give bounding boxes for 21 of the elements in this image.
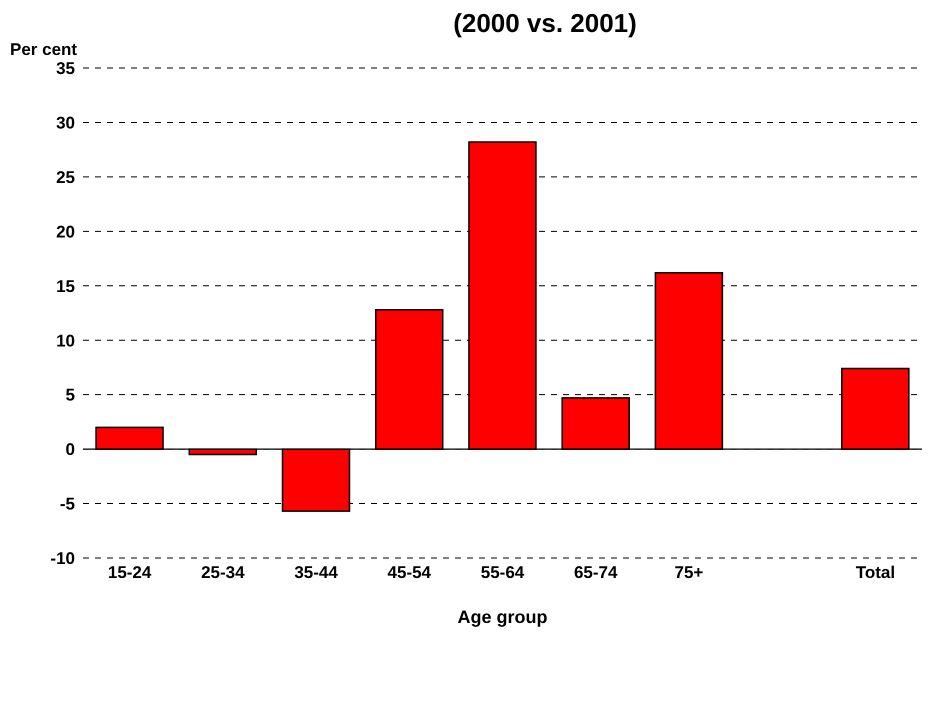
y-tick-label: 35 [56, 59, 75, 78]
y-tick-label: 30 [56, 113, 75, 132]
y-tick-label: 5 [66, 386, 75, 405]
x-tick-label: 45-54 [388, 563, 432, 582]
y-tick-label: 0 [66, 440, 75, 460]
y-tick-label: -10 [50, 549, 75, 568]
x-tick-label: 55-64 [480, 563, 525, 582]
x-tick-label: 65-74 [574, 563, 618, 582]
x-tick-label: 25-34 [201, 563, 246, 582]
x-axis-title: Age group [458, 607, 548, 627]
x-tick-label: 75+ [674, 563, 704, 582]
y-tick-label: 15 [56, 276, 75, 296]
y-tick-label: 25 [56, 168, 75, 187]
y-tick-label: -5 [60, 494, 75, 514]
x-tick-label: 15-24 [108, 563, 152, 582]
y-axis-title: Per cent [10, 40, 78, 60]
chart-title: (2000 vs. 2001) [452, 8, 638, 38]
y-tick-label: 10 [56, 331, 75, 350]
x-tick-label: Total [856, 563, 896, 582]
y-tick-label: 20 [56, 222, 75, 242]
x-tick-label: 35-44 [294, 563, 338, 582]
